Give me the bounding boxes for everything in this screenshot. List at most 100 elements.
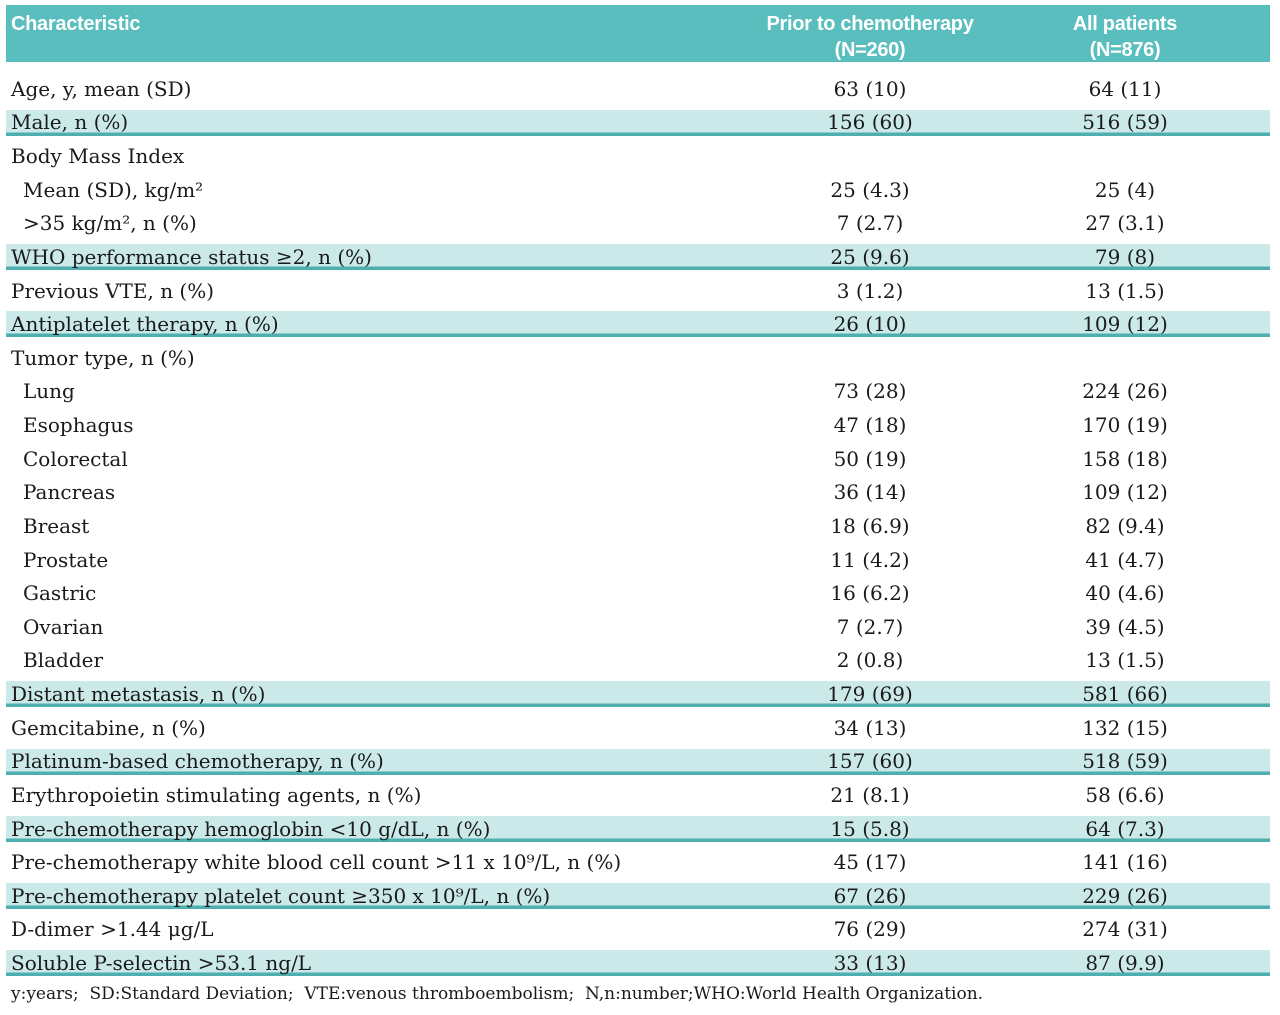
- row-value-all: 64 (7.3): [1085, 816, 1165, 841]
- row-value-all: 87 (9.9): [1085, 951, 1165, 976]
- table-row: Tumor type, n (%): [6, 341, 1270, 375]
- row-value-prior: 34 (13): [833, 715, 907, 740]
- table-row: Lung 73 (28) 224 (26): [6, 375, 1270, 409]
- row-label: Antiplatelet therapy, n (%): [11, 312, 279, 337]
- row-value-prior: 25 (9.6): [830, 244, 910, 269]
- row-value-prior: 50 (19): [833, 446, 907, 471]
- table-row: Bladder 2 (0.8) 13 (1.5): [6, 644, 1270, 678]
- table-row: Esophagus 47 (18) 170 (19): [6, 408, 1270, 442]
- table-row: Mean (SD), kg/m² 25 (4.3) 25 (4): [6, 173, 1270, 207]
- row-value-all: 82 (9.4): [1085, 513, 1165, 538]
- row-value-all: 40 (4.6): [1085, 581, 1165, 606]
- header-all-n: (N=876): [1089, 39, 1161, 61]
- table-row: Ovarian 7 (2.7) 39 (4.5): [6, 610, 1270, 644]
- table-row: >35 kg/m², n (%) 7 (2.7) 27 (3.1): [6, 207, 1270, 241]
- row-value-prior: 76 (29): [833, 917, 907, 942]
- row-label: Pancreas: [23, 480, 116, 505]
- row-label: Pre-chemotherapy hemoglobin <10 g/dL, n …: [11, 816, 491, 841]
- row-label: Tumor type, n (%): [11, 345, 195, 370]
- row-value-all: 64 (11): [1088, 76, 1162, 101]
- table-row: Pre-chemotherapy hemoglobin <10 g/dL, n …: [6, 811, 1270, 846]
- row-value-all: 518 (59): [1082, 749, 1168, 774]
- row-value-all: 79 (8): [1094, 244, 1156, 269]
- row-label: Pre-chemotherapy platelet count ≥350 x 1…: [11, 883, 551, 908]
- table-row: Male, n (%) 156 (60) 516 (59): [6, 105, 1270, 140]
- row-value-all: 274 (31): [1082, 917, 1168, 942]
- table-row: Gastric 16 (6.2) 40 (4.6): [6, 576, 1270, 610]
- header-prior-n: (N=260): [834, 39, 906, 61]
- row-label: Bladder: [23, 648, 104, 673]
- row-label: Breast: [23, 513, 90, 538]
- row-label: D-dimer >1.44 μg/L: [11, 917, 214, 942]
- row-value-prior: 156 (60): [827, 110, 913, 135]
- row-value-prior: 26 (10): [833, 312, 907, 337]
- row-label: Gastric: [23, 581, 97, 606]
- row-value-prior: 33 (13): [833, 951, 907, 976]
- row-value-all: 170 (19): [1082, 413, 1168, 438]
- table-footnote: y:years; SD:Standard Deviation; VTE:veno…: [11, 983, 984, 1004]
- row-value-all: 581 (66): [1082, 682, 1168, 707]
- row-value-prior: 179 (69): [827, 682, 913, 707]
- row-value-prior: 73 (28): [833, 379, 907, 404]
- row-value-prior: 15 (5.8): [830, 816, 910, 841]
- table-row: Prostate 11 (4.2) 41 (4.7): [6, 543, 1270, 577]
- row-value-prior: 18 (6.9): [830, 513, 910, 538]
- row-label: WHO performance status ≥2, n (%): [11, 244, 372, 269]
- row-value-prior: 67 (26): [833, 883, 907, 908]
- row-label: Gemcitabine, n (%): [11, 715, 206, 740]
- row-value-prior: 2 (0.8): [836, 648, 904, 673]
- row-value-all: 41 (4.7): [1085, 547, 1165, 572]
- header-characteristic: Characteristic: [11, 13, 141, 35]
- table-row: Erythropoietin stimulating agents, n (%)…: [6, 778, 1270, 812]
- row-value-all: 13 (1.5): [1085, 278, 1165, 303]
- row-label: Platinum-based chemotherapy, n (%): [11, 749, 384, 774]
- table-row: Pre-chemotherapy platelet count ≥350 x 1…: [6, 879, 1270, 913]
- row-label: Esophagus: [23, 413, 134, 438]
- table-row: Age, y, mean (SD) 63 (10) 64 (11): [6, 72, 1270, 106]
- row-value-all: 13 (1.5): [1085, 648, 1165, 673]
- row-value-all: 27 (3.1): [1085, 211, 1165, 236]
- header-all-patients: All patients (N=876): [1042, 5, 1270, 62]
- row-label: Distant metastasis, n (%): [11, 682, 266, 707]
- row-label: Age, y, mean (SD): [11, 76, 192, 101]
- row-value-prior: 7 (2.7): [836, 614, 904, 639]
- row-value-all: 109 (12): [1082, 312, 1168, 337]
- table-row: Platinum-based chemotherapy, n (%) 157 (…: [6, 744, 1270, 779]
- row-value-prior: 45 (17): [833, 850, 907, 875]
- row-label: Previous VTE, n (%): [11, 278, 215, 303]
- row-value-all: 39 (4.5): [1085, 614, 1165, 639]
- row-value-prior: 11 (4.2): [830, 547, 910, 572]
- row-label: Soluble P-selectin >53.1 ng/L: [11, 951, 312, 976]
- header-all-line1: All patients: [1072, 13, 1178, 35]
- table-row: Breast 18 (6.9) 82 (9.4): [6, 509, 1270, 543]
- table-row: Colorectal 50 (19) 158 (18): [6, 442, 1270, 476]
- row-value-all: 132 (15): [1082, 715, 1168, 740]
- row-value-prior: 7 (2.7): [836, 211, 904, 236]
- row-label: Ovarian: [23, 614, 104, 639]
- row-value-prior: 16 (6.2): [830, 581, 910, 606]
- row-value-all: 109 (12): [1082, 480, 1168, 505]
- row-value-prior: 3 (1.2): [836, 278, 904, 303]
- table-row: Distant metastasis, n (%) 179 (69) 581 (…: [6, 677, 1270, 711]
- table-row: Antiplatelet therapy, n (%) 26 (10) 109 …: [6, 307, 1270, 341]
- table-row: Body Mass Index: [6, 139, 1270, 173]
- row-label: Mean (SD), kg/m²: [23, 177, 204, 202]
- row-label: Male, n (%): [11, 110, 129, 135]
- row-label: >35 kg/m², n (%): [23, 211, 197, 236]
- row-label: Lung: [23, 379, 75, 404]
- row-value-all: 25 (4): [1094, 177, 1156, 202]
- table-body: Age, y, mean (SD) 63 (10) 64 (11) Male, …: [6, 72, 1270, 980]
- row-label: Pre-chemotherapy white blood cell count …: [11, 850, 622, 875]
- row-value-prior: 47 (18): [833, 413, 907, 438]
- header-prior-line1: Prior to chemotherapy: [766, 13, 974, 35]
- header-prior-to-chemotherapy: Prior to chemotherapy (N=260): [698, 5, 1042, 62]
- row-label: Prostate: [23, 547, 109, 572]
- table-row: Pancreas 36 (14) 109 (12): [6, 476, 1270, 510]
- row-value-all: 141 (16): [1082, 850, 1168, 875]
- table-header-row: Characteristic Prior to chemotherapy (N=…: [6, 5, 1270, 62]
- row-value-prior: 25 (4.3): [830, 177, 910, 202]
- row-value-prior: 157 (60): [827, 749, 913, 774]
- table-row: Soluble P-selectin >53.1 ng/L 33 (13) 87…: [6, 946, 1270, 980]
- row-value-all: 516 (59): [1082, 110, 1168, 135]
- table-row: Previous VTE, n (%) 3 (1.2) 13 (1.5): [6, 274, 1270, 308]
